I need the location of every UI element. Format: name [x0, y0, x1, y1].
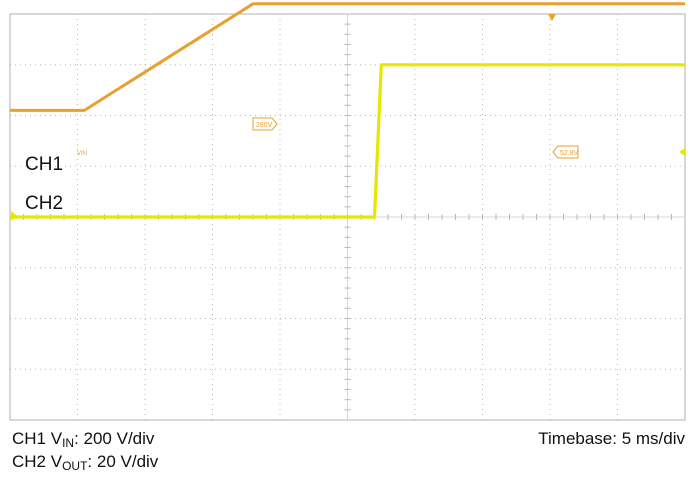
ch2-vout-trace: [10, 63, 685, 219]
ch1-trace-label: CH1: [25, 154, 63, 175]
ch2-scale-caption: CH2 VOUT: 20 V/div: [12, 452, 159, 473]
ch1-vin-trace: [10, 2, 685, 112]
ch2-voltage-marker-label: 52.8V: [560, 150, 579, 157]
traces: [10, 2, 685, 219]
oscilloscope-screen: CH1 VIN CH2 280V 52.8V: [9, 2, 686, 421]
ch2-trace-label: CH2: [25, 193, 63, 214]
ch1-scale-caption: CH1 VIN: 200 V/div: [12, 429, 155, 450]
ch2-level-marker: [679, 148, 685, 156]
ch1-vin-tag: VIN: [77, 151, 87, 157]
ch1-voltage-marker-label: 280V: [256, 122, 273, 129]
trigger-position-marker: [548, 14, 556, 21]
ch2-voltage-marker: 52.8V: [552, 145, 579, 159]
ch2-ground-marker: [11, 211, 17, 221]
ch1-voltage-marker: 280V: [252, 117, 278, 131]
timebase-caption: Timebase: 5 ms/div: [538, 429, 685, 448]
